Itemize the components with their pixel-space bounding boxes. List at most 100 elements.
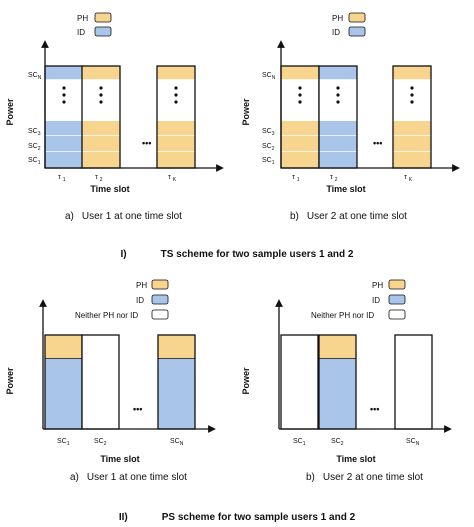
vertical-dot — [410, 100, 414, 104]
vertical-dot — [62, 86, 66, 90]
vertical-dot — [336, 93, 340, 97]
vertical-dot — [174, 86, 178, 90]
legend-ph-label: PH — [77, 14, 88, 23]
subcarrier-cell — [393, 66, 431, 80]
ts-b-sc-ticks: SCN SC3 SC2 SC1 — [262, 72, 276, 166]
subcarrier-cell — [393, 121, 431, 136]
neither-portion — [82, 335, 119, 429]
subcarrier-cell — [157, 121, 195, 136]
y-axis-label: Power — [241, 98, 251, 126]
y-axis-label: Power — [241, 367, 251, 395]
subcarrier-cell — [82, 152, 120, 168]
subcarrier-cell — [281, 121, 319, 136]
legend-neither-label: Neither PH nor ID — [311, 311, 374, 320]
legend-ph-swatch — [151, 279, 169, 290]
vertical-dot — [410, 86, 414, 90]
legend-ph-label: PH — [136, 281, 147, 290]
ps-a-bars — [44, 334, 196, 430]
legend-ph-label: PH — [332, 14, 343, 23]
legend-neither-swatch — [151, 309, 169, 320]
subcarrier-cell — [45, 66, 83, 80]
subcarrier-cell — [319, 136, 357, 152]
ts-a-slots — [44, 65, 196, 169]
id-portion — [158, 358, 195, 429]
ph-portion — [319, 335, 356, 359]
vertical-dot — [174, 100, 178, 104]
slot-ellipsis: ••• — [142, 138, 151, 148]
ts-a-sc-ticks: SCN SC3 SC2 SC1 — [28, 72, 42, 166]
ps-a-legend: PH ID Neither PH nor ID — [75, 279, 169, 320]
legend-ph-swatch — [94, 12, 112, 23]
vertical-dot — [99, 86, 103, 90]
sc-label-1: SC1 — [293, 438, 306, 447]
ps-b-bars — [280, 334, 433, 430]
slot-ellipsis: ••• — [133, 404, 142, 414]
legend-neither-label: Neither PH nor ID — [75, 311, 138, 320]
subcarrier-cell — [157, 136, 195, 152]
x-axis-label: Time slot — [336, 454, 375, 464]
x-axis-label: Time slot — [90, 184, 129, 194]
vertical-dot — [99, 93, 103, 97]
legend-id-label: ID — [372, 296, 380, 305]
ps-b-legend: PH ID Neither PH nor ID — [311, 279, 406, 320]
ts-a-legend: PH ID — [77, 12, 112, 37]
ps-section-title: II) PS scheme for two sample users 1 and … — [119, 512, 356, 523]
legend-id-label: ID — [332, 28, 340, 37]
subcarrier-cell — [157, 152, 195, 168]
sc-label-n: SCN — [406, 438, 420, 447]
ps-panel-b: PH ID Neither PH nor ID Power Time slot … — [241, 279, 452, 483]
vertical-dot — [298, 100, 302, 104]
x-axis-label: Time slot — [326, 184, 365, 194]
vertical-dot — [62, 93, 66, 97]
sc-label-n: SCN — [170, 438, 184, 447]
sc-label-n: SCN — [262, 72, 276, 81]
slot-ellipsis: ••• — [373, 138, 382, 148]
ts-b-caption: b) User 2 at one time slot — [290, 211, 407, 222]
subcarrier-cell — [319, 152, 357, 168]
legend-ph-swatch — [348, 12, 366, 23]
subcarrier-cell — [45, 136, 83, 152]
id-portion — [319, 358, 356, 429]
ps-a-caption: a) User 1 at one time slot — [70, 472, 187, 483]
sc-label-1: SC1 — [57, 438, 70, 447]
subcarrier-cell — [45, 121, 83, 136]
sc-label-2: SC2 — [262, 143, 275, 152]
sc-label-1: SC1 — [262, 157, 275, 166]
legend-ph-swatch — [388, 279, 406, 290]
sc-label-2: SC2 — [28, 143, 41, 152]
ps-b-caption: b) User 2 at one time slot — [306, 472, 423, 483]
subcarrier-cell — [281, 152, 319, 168]
sc-label-3: SC3 — [28, 128, 41, 137]
legend-id-swatch — [348, 26, 366, 37]
subcarrier-cell — [281, 136, 319, 152]
subcarrier-cell — [157, 66, 195, 80]
subcarrier-cell — [393, 152, 431, 168]
subcarrier-cell — [281, 66, 319, 80]
vertical-dot — [298, 93, 302, 97]
subcarrier-cell — [393, 136, 431, 152]
subcarrier-cell — [319, 121, 357, 136]
ts-section-title: I) TS scheme for two sample users 1 and 2 — [121, 249, 354, 260]
x-axis-label: Time slot — [100, 454, 139, 464]
ts-a-caption: a) User 1 at one time slot — [65, 211, 182, 222]
sc-label-n: SCN — [28, 72, 42, 81]
slot-ellipsis: ••• — [370, 404, 379, 414]
ph-portion — [158, 335, 195, 359]
sc-label-2: SC2 — [331, 438, 344, 447]
y-axis-label: Power — [5, 367, 15, 395]
legend-neither-swatch — [388, 309, 406, 320]
subcarrier-cell — [45, 152, 83, 168]
vertical-dot — [62, 100, 66, 104]
sc-label-2: SC2 — [94, 438, 107, 447]
legend-id-label: ID — [77, 28, 85, 37]
ts-b-slots — [280, 65, 432, 169]
vertical-dot — [174, 93, 178, 97]
ts-b-legend: PH ID — [332, 12, 366, 37]
